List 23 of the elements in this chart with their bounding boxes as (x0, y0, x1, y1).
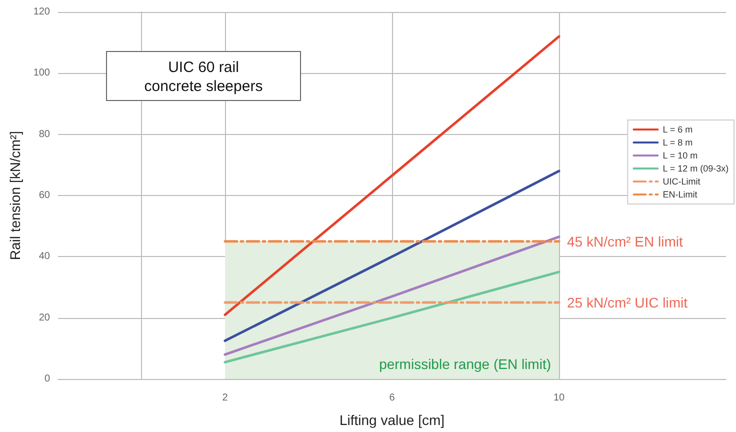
x-tick-label: 6 (389, 392, 396, 404)
y-tick-label: 80 (38, 128, 50, 140)
legend-label: UIC-Limit (662, 176, 701, 186)
annotation: 25 kN/cm² UIC limit (567, 294, 688, 311)
y-tick-label: 0 (44, 374, 50, 384)
y-axis-title: Rail tension [kN/cm²] (7, 130, 23, 260)
text-box: UIC 60 rail concrete sleepers (106, 51, 301, 101)
y-tick-label: 40 (38, 251, 50, 262)
x-tick-label: 10 (553, 392, 565, 404)
legend-label: EN-Limit (662, 190, 698, 200)
x-axis-title: Lifting value [cm] (339, 412, 445, 428)
band-label: permissible range (EN limit) (379, 356, 551, 372)
legend-label: L = 10 m (662, 150, 698, 160)
y-tick-label: 120 (33, 6, 50, 18)
legend-label: L = 6 m (662, 124, 693, 134)
y-tick-label: 60 (38, 190, 50, 201)
annotation: UIC 60 rail concrete sleepers (144, 59, 263, 95)
x-tick-label: 2 (222, 392, 228, 404)
y-tick-label: 100 (33, 68, 50, 79)
annotation: 45 kN/cm² EN limit (567, 233, 684, 250)
legend-label: L = 8 m (662, 138, 693, 148)
y-tick-label: 20 (38, 312, 50, 324)
legend-label: L = 12 m (09-3x) (662, 164, 729, 174)
